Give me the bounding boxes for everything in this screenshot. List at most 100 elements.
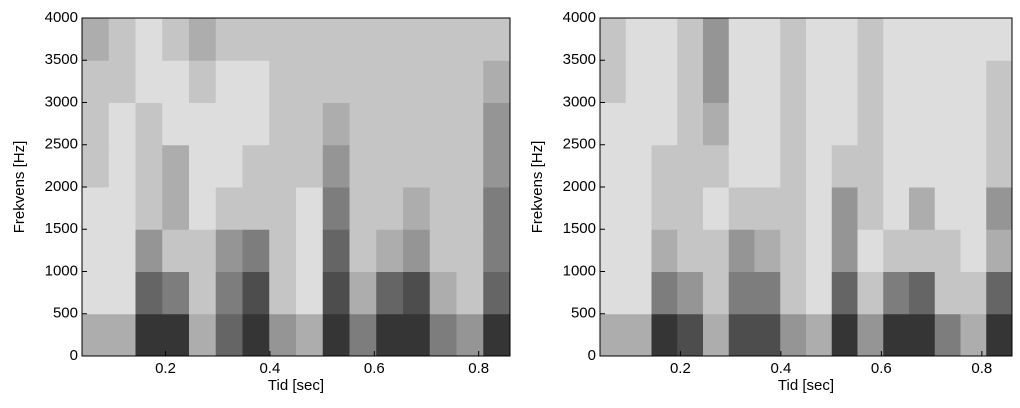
x-tick-label: 0.4: [770, 360, 791, 377]
spectrogram-cell: [215, 60, 243, 103]
spectrogram-cell: [986, 271, 1013, 315]
spectrogram-cell: [728, 271, 755, 315]
spectrogram-cell: [322, 229, 350, 272]
spectrogram-cell: [857, 60, 884, 103]
spectrogram-cell: [135, 229, 163, 272]
spectrogram-cell: [651, 187, 678, 230]
spectrogram-cell: [483, 102, 511, 146]
spectrogram-cell: [162, 60, 190, 103]
spectrogram-cell: [349, 187, 377, 230]
spectrogram-cell: [909, 60, 936, 103]
spectrogram-cell: [269, 229, 297, 272]
spectrogram-cell: [376, 229, 404, 272]
spectrogram-cell: [754, 102, 781, 146]
spectrogram-cell: [960, 313, 987, 357]
spectrogram-cell: [269, 313, 297, 357]
spectrogram-cell: [728, 229, 755, 272]
spectrogram-cell: [677, 144, 704, 188]
y-tick-label: 2500: [563, 136, 596, 153]
y-tick-label: 2000: [45, 178, 78, 195]
spectrogram-cell: [429, 18, 457, 61]
spectrogram-cell: [349, 18, 377, 61]
spectrogram-cell: [960, 18, 987, 61]
spectrogram-cell: [215, 144, 243, 188]
spectrogram-cell: [780, 187, 807, 230]
spectrogram-cell: [189, 271, 217, 315]
spectrogram-cell: [831, 144, 858, 188]
spectrogram-cell: [806, 313, 833, 357]
spectrogram-cell: [600, 102, 627, 146]
spectrogram-cell: [754, 229, 781, 272]
spectrogram-cell: [677, 271, 704, 315]
spectrogram-cell: [108, 313, 136, 357]
spectrogram-cell: [162, 18, 190, 61]
y-axis-label: Frekvens [Hz]: [11, 141, 28, 234]
spectrogram-cell: [429, 313, 457, 357]
spectrogram-cell: [403, 18, 431, 61]
spectrogram-cell: [242, 187, 270, 230]
spectrogram-cell: [831, 60, 858, 103]
x-tick-label: 0.6: [364, 360, 385, 377]
spectrogram-cell: [376, 60, 404, 103]
y-tick-label: 2500: [45, 136, 78, 153]
x-axis-label: Tid [sec]: [268, 377, 324, 394]
spectrogram-cell: [296, 144, 324, 188]
spectrogram-cell: [651, 271, 678, 315]
spectrogram-cell: [108, 229, 136, 272]
spectrogram-cell: [806, 18, 833, 61]
spectrogram-cell: [960, 187, 987, 230]
spectrogram-cell: [349, 313, 377, 357]
spectrogram-cell: [429, 60, 457, 103]
spectrogram-cell: [376, 313, 404, 357]
spectrogram-cell: [831, 313, 858, 357]
spectrogram-cell: [857, 102, 884, 146]
y-tick-label: 3500: [45, 51, 78, 68]
spectrogram-cell: [242, 18, 270, 61]
spectrogram-cell: [82, 271, 110, 315]
spectrogram-cell: [135, 313, 163, 357]
spectrogram-cell: [135, 144, 163, 188]
spectrogram-cell: [108, 102, 136, 146]
y-tick-label: 3500: [563, 51, 596, 68]
x-axis-label: Tid [sec]: [778, 377, 834, 394]
spectrogram-cell: [986, 18, 1013, 61]
y-tick-label: 3000: [45, 93, 78, 110]
spectrogram-cell: [986, 187, 1013, 230]
spectrogram-cell: [625, 187, 652, 230]
spectrogram-cell: [703, 271, 730, 315]
spectrogram-cell: [677, 18, 704, 61]
spectrogram-cell: [162, 144, 190, 188]
spectrogram-cell: [600, 313, 627, 357]
spectrogram-cell: [242, 60, 270, 103]
spectrogram-cell: [625, 102, 652, 146]
spectrogram-cell: [728, 313, 755, 357]
spectrogram-cell: [456, 313, 484, 357]
spectrogram-cell: [651, 102, 678, 146]
spectrogram-cell: [728, 18, 755, 61]
y-tick-label: 1000: [563, 262, 596, 279]
spectrogram-cell: [677, 60, 704, 103]
spectrogram-cell: [625, 229, 652, 272]
y-tick-label: 0: [70, 347, 78, 364]
y-tick-label: 0: [588, 347, 596, 364]
spectrogram-cell: [703, 313, 730, 357]
spectrogram-cell: [162, 271, 190, 315]
spectrogram-cell: [703, 60, 730, 103]
spectrogram-cell: [857, 187, 884, 230]
spectrogram-cell: [82, 60, 110, 103]
spectrogram-cell: [349, 144, 377, 188]
spectrogram-cell: [376, 271, 404, 315]
spectrogram-cell: [677, 229, 704, 272]
spectrogram-cell: [162, 229, 190, 272]
spectrogram-cell: [322, 271, 350, 315]
x-tick-label: 0.2: [155, 360, 176, 377]
spectrogram-cell: [189, 144, 217, 188]
spectrogram-cell: [703, 18, 730, 61]
spectrogram-cell: [651, 144, 678, 188]
spectrogram-cell: [483, 229, 511, 272]
spectrogram-cell: [806, 229, 833, 272]
spectrogram-cell: [215, 271, 243, 315]
spectrogram-cell: [960, 229, 987, 272]
spectrogram-cell: [108, 187, 136, 230]
